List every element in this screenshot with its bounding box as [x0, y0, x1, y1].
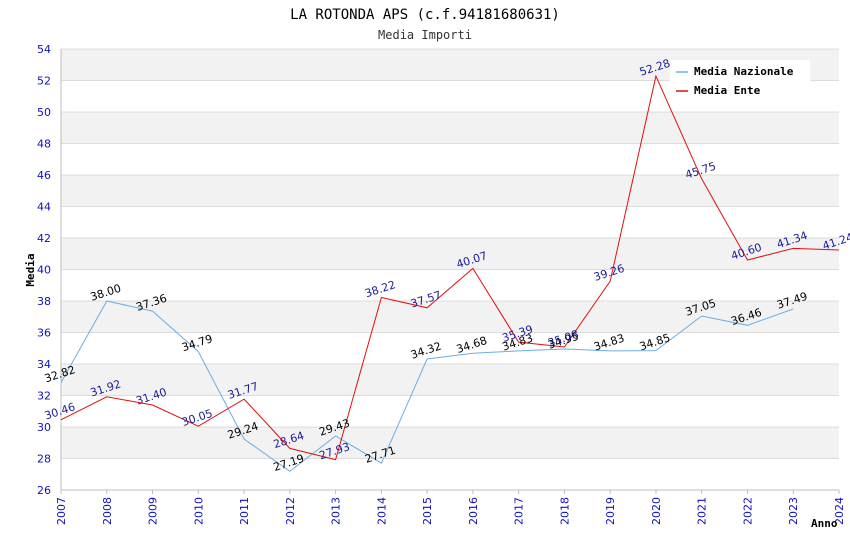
x-tick-label: 2017: [513, 497, 526, 525]
series-lines: [60, 74, 840, 472]
x-tick-label: 2023: [787, 497, 800, 525]
x-tick-label: 2007: [55, 497, 68, 525]
x-tick-label: 2013: [330, 497, 343, 525]
y-tick-label: 54: [37, 43, 51, 56]
series-line-media-ente: [60, 74, 840, 461]
x-tick-label: 2012: [284, 497, 297, 525]
y-axis-title: Media: [24, 253, 37, 286]
y-tick-label: 36: [37, 327, 51, 340]
plot-band: [61, 364, 839, 396]
plot-band: [61, 175, 839, 207]
x-tick-label: 2014: [375, 497, 388, 525]
gridlines: [61, 48, 839, 491]
y-tick-label: 42: [37, 232, 51, 245]
y-tick-label: 50: [37, 106, 51, 119]
legend-box: [670, 60, 810, 102]
x-tick-label: 2024: [833, 497, 846, 525]
plot-band: [61, 238, 839, 270]
x-axis-title: Anno: [811, 517, 838, 530]
x-tick-label: 2018: [558, 497, 571, 525]
x-tick-label: 2019: [604, 497, 617, 525]
plot-band: [61, 395, 839, 427]
chart-title: LA ROTONDA APS (c.f.94181680631): [290, 7, 560, 23]
y-tick-label: 44: [37, 201, 51, 214]
x-tick-label: 2011: [238, 497, 251, 525]
y-tick-labels: 26 28 30 32 34 36 38 40 42 44 46 48 50 52 54: [37, 43, 51, 497]
legend: Media Nazionale Media Ente: [670, 60, 810, 102]
chart-subtitle: Media Importi: [378, 28, 472, 42]
x-tick-label: 2016: [467, 497, 480, 525]
x-tick-label: 2022: [741, 497, 754, 525]
plot-band: [61, 143, 839, 175]
y-tick-label: 30: [37, 421, 51, 434]
x-tick-label: 2010: [192, 497, 205, 525]
y-tick-label: 32: [37, 390, 51, 403]
legend-label-media-nazionale: Media Nazionale: [694, 65, 794, 78]
x-tick-label: 2009: [147, 497, 160, 525]
plot-band: [61, 112, 839, 144]
y-tick-label: 34: [37, 358, 51, 371]
x-tick-label: 2020: [650, 497, 663, 525]
x-tick-label: 2021: [696, 497, 709, 525]
y-tick-label: 40: [37, 264, 51, 277]
legend-label-media-ente: Media Ente: [694, 84, 761, 97]
plot-band: [61, 458, 839, 490]
x-tick-label: 2008: [101, 497, 114, 525]
series-line-media-nazionale: [60, 300, 794, 472]
x-tick-label: 2015: [421, 497, 434, 525]
x-tick-labels: 2007 2008 2009 2010 2011 2012 2013 2014 2015 2016…: [55, 490, 846, 525]
plot-band: [61, 427, 839, 459]
y-tick-label: 48: [37, 138, 51, 151]
axes: [60, 49, 839, 491]
y-tick-label: 46: [37, 169, 51, 182]
plot-band: [61, 332, 839, 364]
plot-band: [61, 269, 839, 301]
plot-band: [61, 301, 839, 333]
y-tick-label: 38: [37, 295, 51, 308]
y-tick-label: 26: [37, 484, 51, 497]
y-tick-label: 52: [37, 75, 51, 88]
y-tick-label: 28: [37, 453, 51, 466]
plot-background-bands: [61, 49, 839, 490]
plot-band: [61, 206, 839, 238]
